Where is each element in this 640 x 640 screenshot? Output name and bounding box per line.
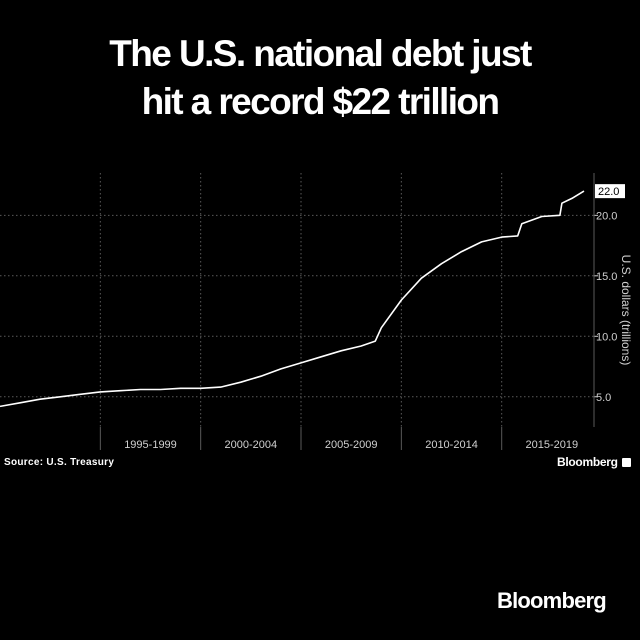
chart-title-line-1: The U.S. national debt just bbox=[109, 33, 532, 74]
bloomberg-box-icon bbox=[621, 458, 631, 467]
last-value-box bbox=[595, 184, 625, 199]
y-tick-label: 15.0 bbox=[596, 271, 617, 283]
chart-title-line-2: hit a record $22 trillion bbox=[141, 81, 500, 122]
bloomberg-small-label: Bloomberg bbox=[557, 455, 618, 469]
x-tick-label: 2010-2014 bbox=[425, 439, 478, 451]
x-tick-label: 2005-2009 bbox=[325, 439, 378, 451]
x-tick-label: 1995-1999 bbox=[124, 439, 177, 451]
source-note: Source: U.S. Treasury bbox=[4, 457, 115, 468]
bloomberg-logo: Bloomberg bbox=[497, 588, 607, 613]
y-tick-label: 10.0 bbox=[596, 331, 617, 343]
y-axis-title: U.S. dollars (trillions) bbox=[619, 255, 633, 366]
debt-series-line bbox=[0, 190, 585, 408]
last-value-label: 22.0 bbox=[598, 186, 619, 198]
x-tick-label: 2015-2019 bbox=[526, 439, 579, 451]
chart-title: The U.S. national debt just hit a record… bbox=[0, 30, 640, 126]
y-tick-label: 20.0 bbox=[596, 210, 617, 222]
bloomberg-small-logo: Bloomberg bbox=[557, 455, 631, 469]
y-tick-label: 5.0 bbox=[596, 392, 611, 404]
x-tick-label: 2000-2004 bbox=[225, 439, 278, 451]
